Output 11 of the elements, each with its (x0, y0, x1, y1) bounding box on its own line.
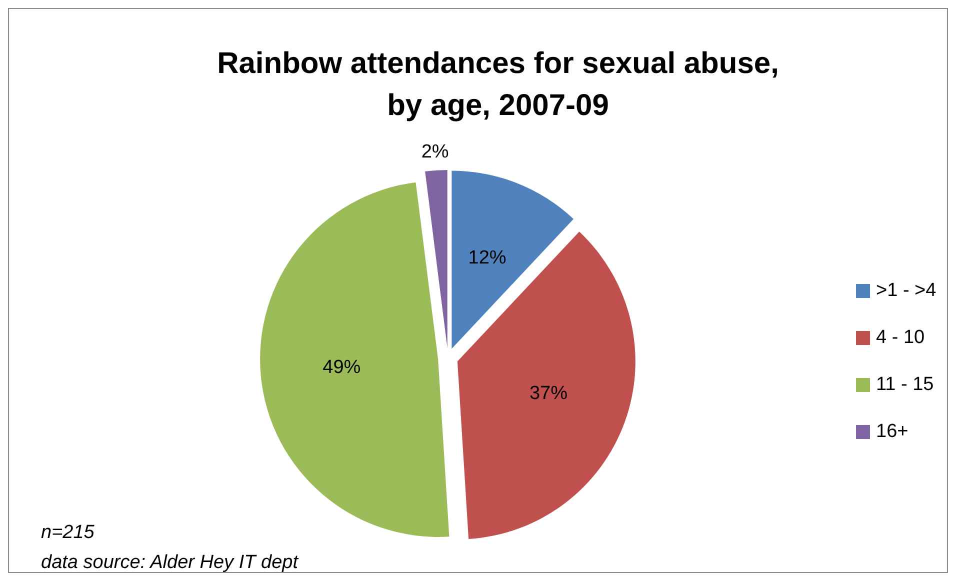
legend-label: 16+ (876, 421, 908, 442)
legend-label: >1 - >4 (876, 280, 937, 302)
data-label: 12% (468, 248, 506, 269)
source-note: data source: Alder Hey IT dept (41, 552, 299, 573)
data-label: 37% (529, 383, 568, 404)
legend-label: 11 - 15 (876, 374, 934, 396)
data-label: 49% (322, 357, 361, 378)
legend-label: 4 - 10 (876, 327, 925, 348)
text: n=215 (41, 522, 95, 543)
data-label: 2% (421, 141, 449, 162)
chart-title: Rainbow attendances for sexual abuse, by age, 2007-09 (217, 47, 779, 122)
